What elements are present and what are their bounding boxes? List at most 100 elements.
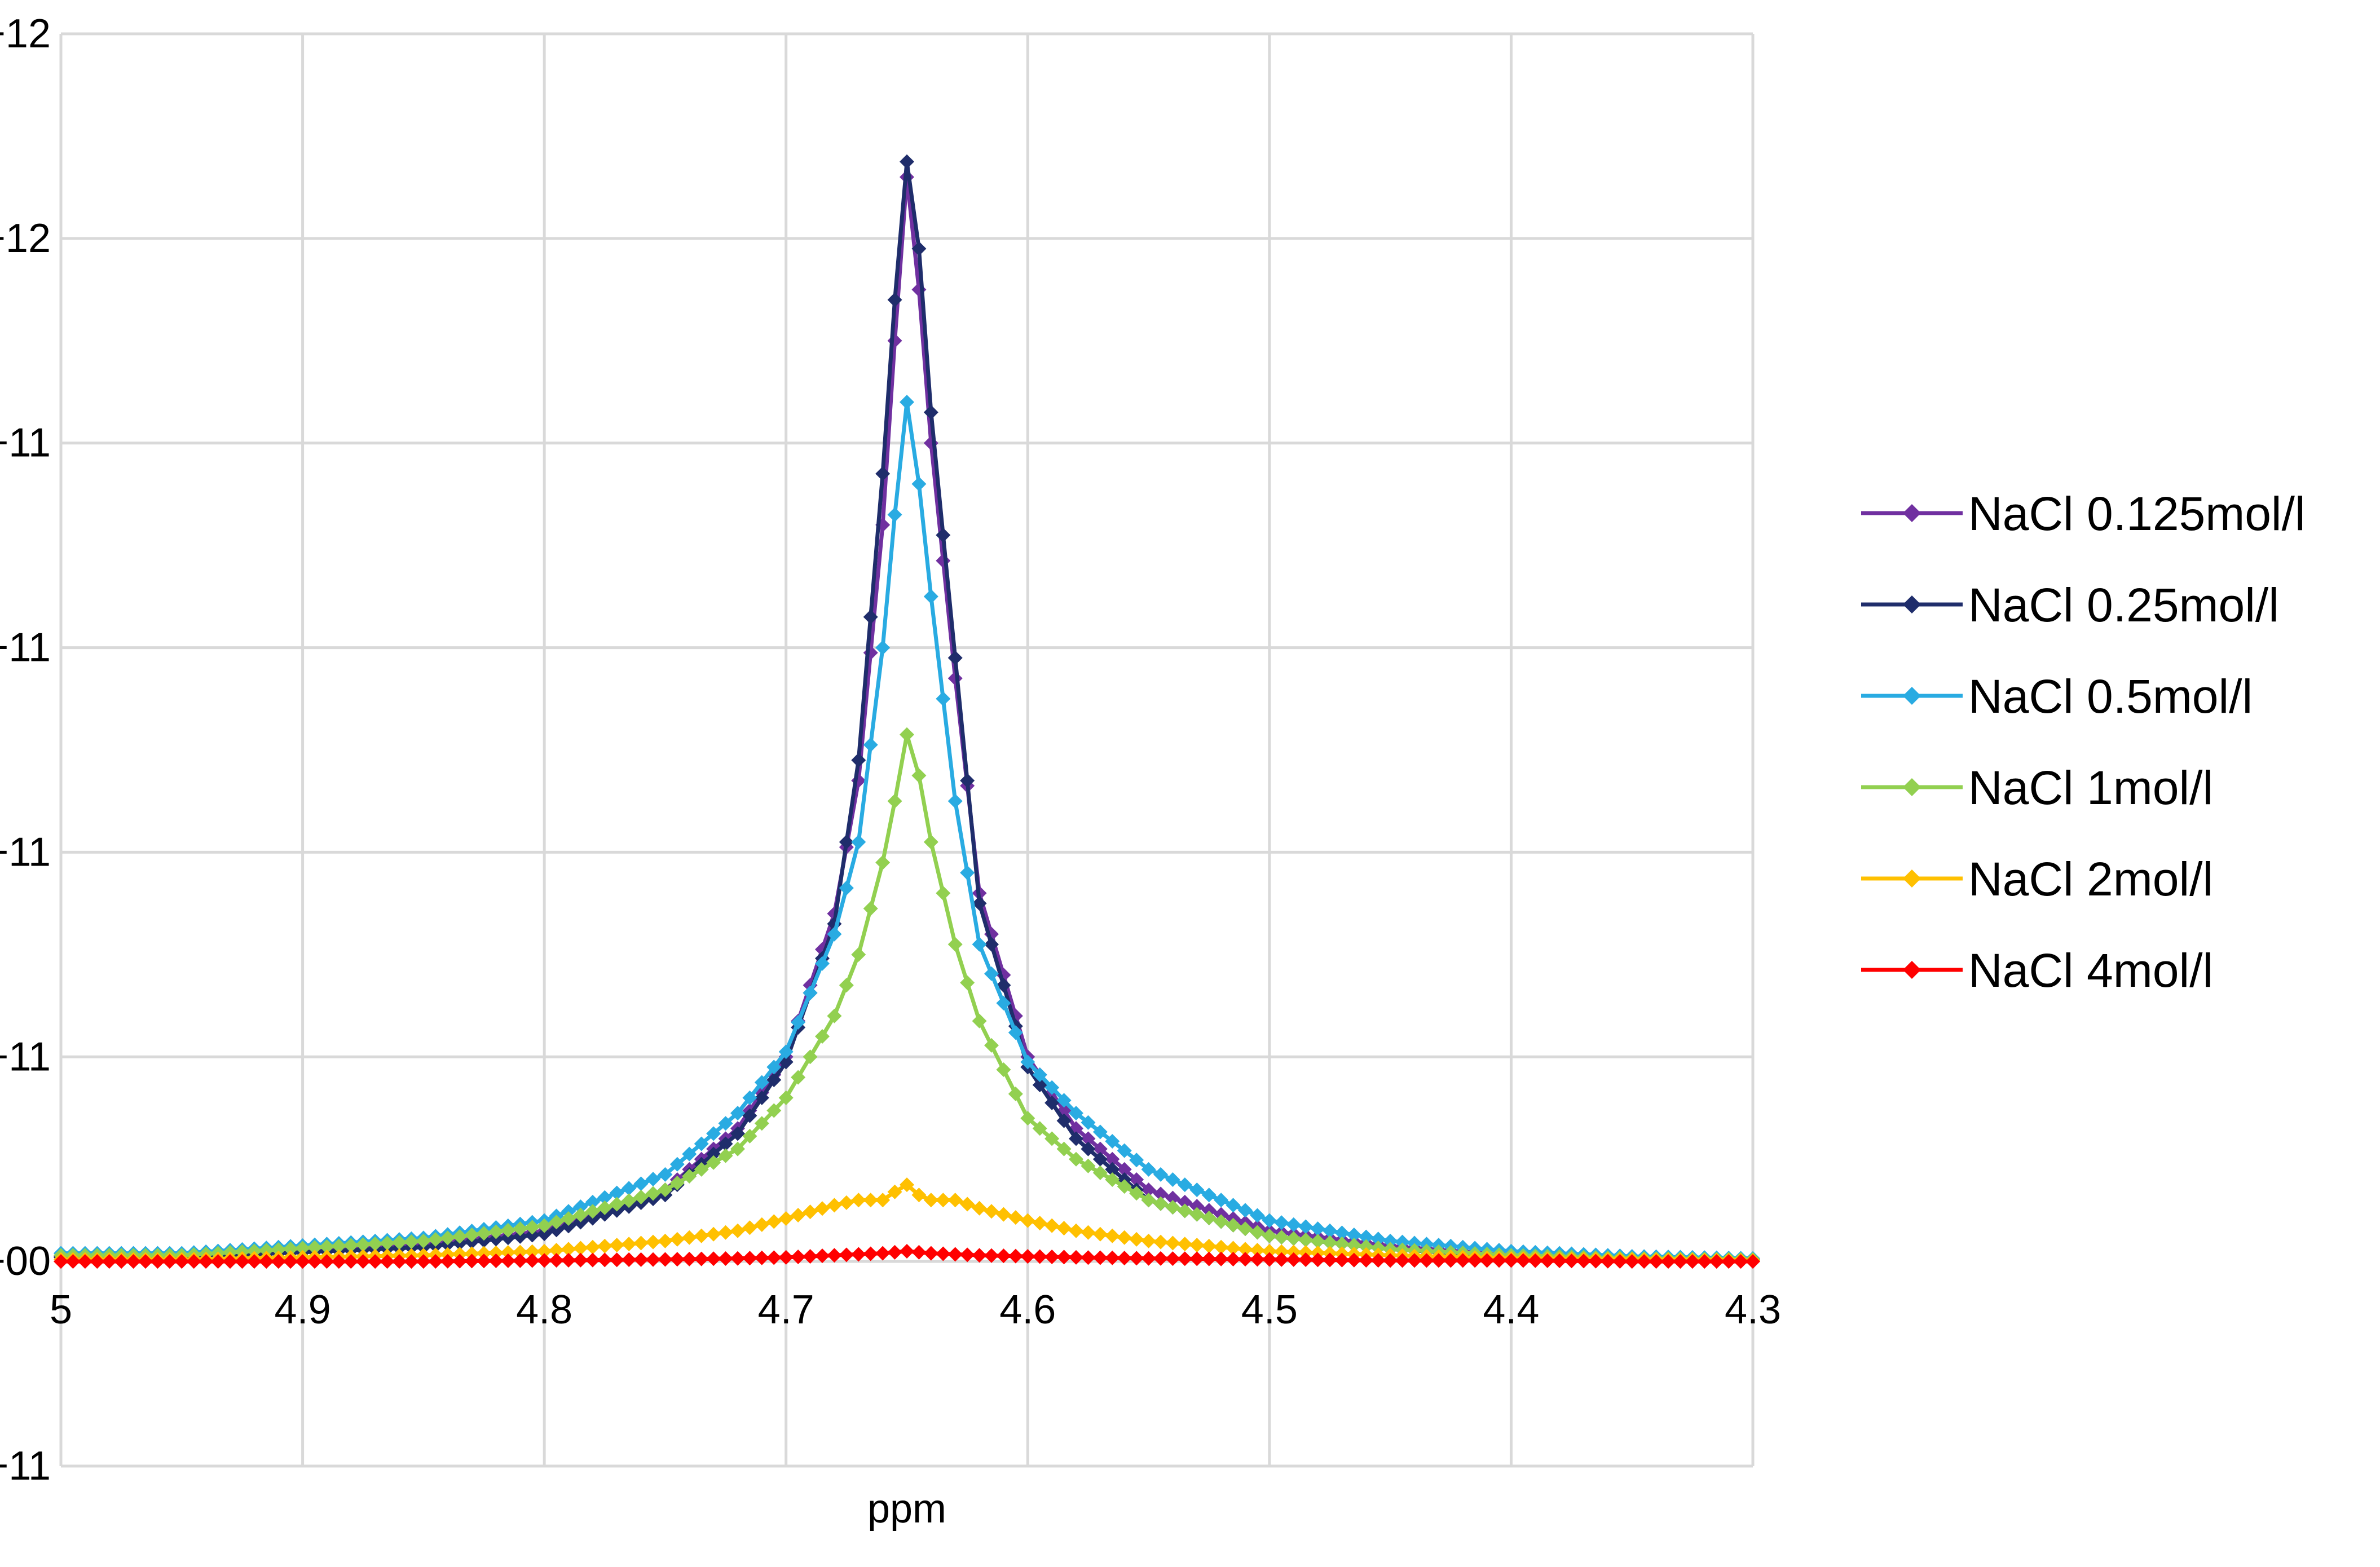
data-point	[1298, 1232, 1314, 1247]
data-point	[525, 1253, 540, 1268]
data-point	[573, 1199, 588, 1215]
legend-item: NaCl 0.5mol/l	[1861, 670, 2253, 723]
data-point	[271, 1254, 286, 1269]
data-point	[960, 1197, 975, 1212]
data-point	[1262, 1228, 1277, 1243]
data-point	[1201, 1188, 1217, 1203]
data-point	[1008, 1248, 1023, 1264]
data-point	[754, 1217, 769, 1232]
data-point	[863, 1246, 878, 1261]
data-point	[549, 1243, 564, 1258]
data-point	[1153, 1234, 1168, 1250]
data-point	[1165, 1251, 1180, 1266]
data-point	[223, 1254, 237, 1269]
data-point	[875, 466, 891, 482]
data-point	[609, 1238, 624, 1253]
data-point	[488, 1245, 504, 1260]
data-point	[1177, 1203, 1192, 1219]
data-point	[488, 1231, 504, 1247]
data-point	[319, 1254, 334, 1269]
data-point	[162, 1254, 177, 1269]
series-nacl-4mol-l	[54, 1244, 1760, 1269]
data-point	[537, 1218, 552, 1233]
data-point	[1117, 1143, 1132, 1158]
data-point	[1153, 1251, 1168, 1266]
series-group	[54, 154, 1760, 1269]
data-point	[537, 1226, 552, 1242]
data-point	[1262, 1213, 1277, 1228]
legend-item: NaCl 1mol/l	[1861, 761, 2213, 814]
data-point	[1092, 1165, 1108, 1180]
data-point	[682, 1168, 697, 1184]
data-point	[500, 1245, 515, 1260]
data-point	[1395, 1253, 1410, 1268]
data-point	[766, 1250, 782, 1265]
data-point	[561, 1242, 576, 1257]
data-point	[295, 1241, 310, 1256]
data-point	[380, 1254, 395, 1269]
data-point	[1189, 1238, 1205, 1253]
data-point	[730, 1223, 745, 1238]
data-point	[803, 985, 818, 1000]
data-point	[972, 1200, 987, 1216]
data-point	[1733, 1254, 1748, 1269]
data-point	[742, 1220, 757, 1235]
data-point	[863, 1193, 878, 1208]
data-point	[1359, 1229, 1374, 1244]
data-point	[923, 1193, 938, 1208]
data-point	[1310, 1221, 1325, 1237]
data-point	[1419, 1253, 1434, 1268]
data-point	[464, 1246, 479, 1261]
data-point	[682, 1146, 697, 1162]
data-point	[694, 1136, 709, 1151]
data-point	[1226, 1251, 1241, 1266]
data-point	[1069, 1250, 1083, 1265]
data-point	[996, 1248, 1011, 1264]
data-point	[355, 1237, 371, 1252]
data-point	[283, 1241, 298, 1256]
data-point	[669, 1157, 685, 1172]
data-point	[126, 1254, 141, 1269]
data-point	[1274, 1252, 1289, 1267]
data-point	[1455, 1253, 1470, 1268]
data-point	[1117, 1179, 1132, 1194]
data-point	[1238, 1221, 1253, 1237]
y-tick-label: 4.0E+11	[0, 829, 51, 875]
data-point	[706, 1146, 721, 1162]
data-point	[996, 1207, 1011, 1222]
data-point	[1637, 1254, 1652, 1269]
data-point	[331, 1238, 346, 1253]
data-point	[1081, 1141, 1096, 1157]
data-point	[65, 1254, 81, 1269]
data-point	[1588, 1253, 1603, 1269]
data-point	[1298, 1219, 1314, 1234]
series-nacl-0-125mol-l	[54, 170, 1760, 1267]
data-point	[827, 926, 842, 942]
data-point	[343, 1238, 359, 1253]
y-tick-label: -2.0E+11	[0, 1444, 51, 1489]
legend-label: NaCl 0.25mol/l	[1968, 579, 2279, 632]
data-point	[597, 1238, 612, 1253]
data-point	[1721, 1254, 1736, 1269]
data-point	[936, 528, 951, 542]
data-point	[887, 1244, 902, 1260]
data-point	[730, 1251, 745, 1266]
data-point	[1274, 1215, 1289, 1230]
series-line	[61, 401, 1753, 1261]
data-point	[1129, 1231, 1144, 1247]
series-nacl-0-5mol-l	[54, 395, 1760, 1266]
legend-marker	[1903, 595, 1921, 613]
data-point	[1044, 1095, 1060, 1110]
data-point	[984, 1248, 999, 1263]
legend-label: NaCl 0.5mol/l	[1968, 670, 2253, 723]
data-point	[1600, 1253, 1615, 1269]
data-point	[1129, 1251, 1144, 1266]
x-tick-label: 4.3	[1725, 1287, 1781, 1332]
data-point	[1092, 1250, 1108, 1265]
data-point	[947, 793, 963, 809]
data-point	[54, 1254, 68, 1269]
data-point	[754, 1250, 769, 1265]
data-point	[500, 1222, 515, 1238]
data-point	[235, 1254, 250, 1269]
data-point	[1141, 1162, 1156, 1177]
